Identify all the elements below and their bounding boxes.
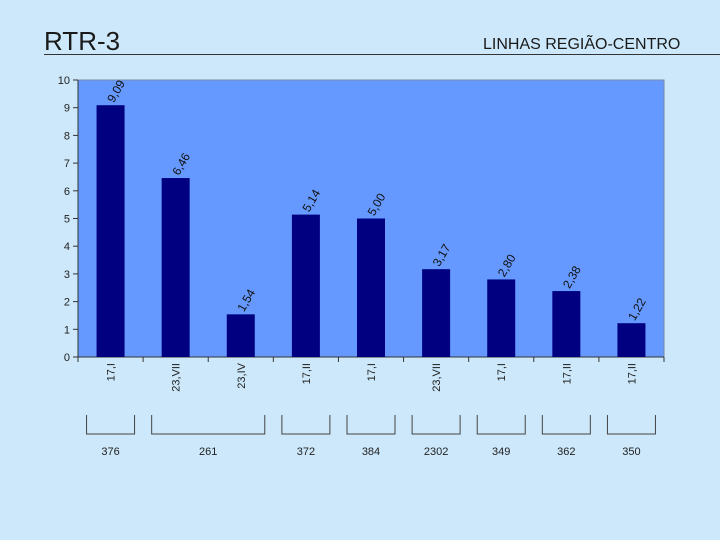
title-underline xyxy=(44,54,720,55)
bar xyxy=(617,323,646,357)
y-tick-label: 1 xyxy=(64,324,70,336)
category-label: 17,II xyxy=(301,363,313,384)
category-label: 17,II xyxy=(561,363,573,384)
y-tick-label: 3 xyxy=(64,269,70,281)
category-label: 17,II xyxy=(626,363,638,384)
chart-subtitle: LINHAS REGIÃO-CENTRO xyxy=(483,36,681,53)
group-label: 372 xyxy=(297,446,315,458)
category-label: 17,I xyxy=(106,363,118,381)
category-label: 23,VII xyxy=(431,363,443,392)
group-label: 2302 xyxy=(424,446,448,458)
bar xyxy=(357,218,385,357)
group-bracket xyxy=(281,415,331,435)
bar xyxy=(161,178,190,357)
y-tick-label: 4 xyxy=(64,241,70,253)
group-label: 362 xyxy=(557,446,575,458)
y-tick-label: 9 xyxy=(64,103,70,115)
y-tick-label: 6 xyxy=(64,186,70,198)
group-bracket xyxy=(476,415,526,435)
bar xyxy=(487,279,516,357)
y-tick-label: 0 xyxy=(64,352,70,364)
y-tick-label: 8 xyxy=(64,130,70,142)
y-tick-label: 5 xyxy=(64,214,70,226)
bar xyxy=(96,105,125,357)
bar xyxy=(552,291,581,357)
group-label: 349 xyxy=(492,446,510,458)
y-tick-label: 7 xyxy=(64,158,70,170)
bar xyxy=(226,314,255,357)
bar xyxy=(422,269,451,357)
group-label: 384 xyxy=(362,446,380,458)
category-label: 17,I xyxy=(366,363,378,381)
group-bracket xyxy=(151,415,266,435)
group-bracket xyxy=(86,415,136,435)
group-label: 376 xyxy=(101,446,119,458)
group-bracket xyxy=(541,415,591,435)
y-tick-label: 10 xyxy=(58,75,70,87)
group-label: 261 xyxy=(199,446,217,458)
category-label: 23,IV xyxy=(236,362,248,388)
group-bracket xyxy=(606,415,656,435)
category-label: 23,VII xyxy=(171,363,183,392)
group-bracket xyxy=(346,415,396,435)
slide-title: RTR-3 xyxy=(44,26,121,56)
group-label: 350 xyxy=(622,446,640,458)
y-tick-label: 2 xyxy=(64,297,70,309)
category-label: 17,I xyxy=(496,363,508,381)
bar xyxy=(291,214,320,357)
group-bracket xyxy=(411,415,461,435)
